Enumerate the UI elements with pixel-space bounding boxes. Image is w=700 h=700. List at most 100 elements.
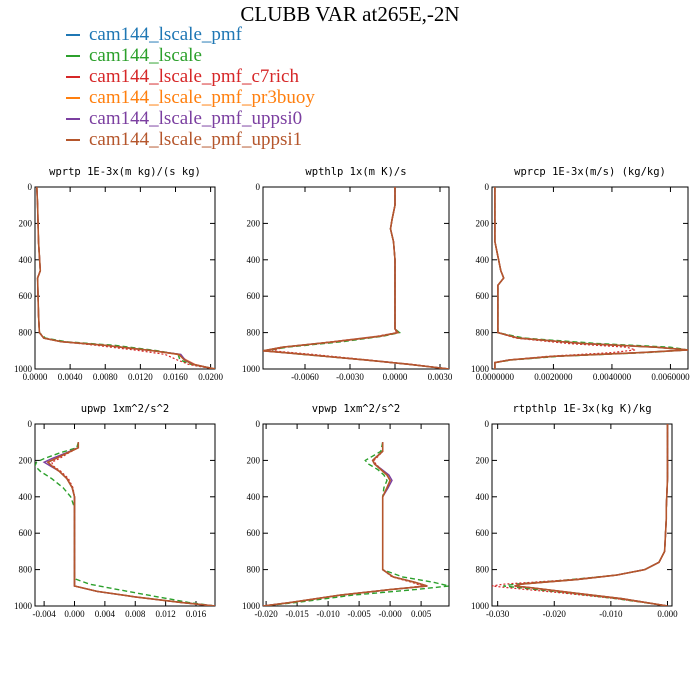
legend-swatch [66,117,80,120]
y-tick-label: 0 [256,419,261,429]
series-line-2 [265,187,449,369]
y-tick-label: 1000 [471,364,490,374]
series-line-3 [50,442,215,606]
x-tick-label: 0.0080 [93,372,118,382]
plot-frame [491,186,689,370]
y-tick-label: 1000 [14,364,33,374]
series-line-5 [263,187,449,369]
y-tick-label: 600 [247,291,261,301]
y-tick-label: 600 [247,528,261,538]
series-line-1 [494,187,688,369]
x-tick-label: -0.010 [316,609,340,619]
legend-label: cam144_lscale_pmf_c7rich [89,65,299,87]
y-tick-label: 200 [19,455,33,465]
y-tick-label: 1000 [471,601,490,611]
x-tick-label: -0.030 [486,609,510,619]
legend-item: cam144_lscale_pmf [66,24,315,45]
plot-frame [262,186,450,370]
y-tick-label: 0 [485,419,490,429]
y-tick-label: 0 [28,419,33,429]
y-tick-label: 400 [19,255,33,265]
legend-swatch [66,33,80,36]
series-line-6 [514,424,669,606]
legend-label: cam144_lscale_pmf_pr3buoy [89,86,315,108]
x-tick-label: 0.0000 [23,372,48,382]
panel-title: wpthlp 1x(m K)/s [305,166,406,178]
x-tick-label: 0.0060000 [651,372,690,382]
figure-title: CLUBB VAR at265E,-2N [240,2,460,26]
plot-frame [262,423,450,607]
y-tick-label: 200 [476,218,490,228]
series-line-3 [492,424,669,606]
chart-panel-5: vpwp 1xm^2/s^2 0 200 400 600 800 1000-0.020 -0.… [242,403,450,619]
legend-item: cam144_lscale_pmf_pr3buoy [66,87,315,108]
x-tick-label: 0.008 [125,609,146,619]
x-tick-label: -0.020 [543,609,567,619]
x-tick-label: -0.015 [285,609,309,619]
series-line-6 [263,442,428,606]
legend-label: cam144_lscale_pmf_uppsi1 [89,128,303,150]
y-tick-label: 800 [247,328,261,338]
y-tick-label: 0 [256,182,261,192]
panel-title: wprcp 1E-3x(m/s) (kg/kg) [514,166,666,178]
chart-panel-1: wprtp 1E-3x(m kg)/(s kg) 0 200 400 600 800 100… [14,166,223,382]
panel-title: rtpthlp 1E-3x(kg K)/kg [512,403,651,415]
x-tick-label: 0.000 [657,609,678,619]
y-tick-label: 800 [19,565,33,575]
legend-label: cam144_lscale_pmf_uppsi0 [89,107,303,129]
y-tick-label: 800 [247,565,261,575]
x-tick-label: 0.0120 [128,372,153,382]
y-tick-label: 200 [476,455,490,465]
x-tick-label: -0.000 [378,609,402,619]
x-tick-label: 0.000 [64,609,85,619]
x-tick-label: 0.0160 [163,372,188,382]
series-line-2 [35,442,215,606]
y-tick-label: 400 [247,255,261,265]
legend-item: cam144_lscale [66,45,315,66]
x-tick-label: 0.0020000 [534,372,573,382]
legend-swatch [66,54,80,57]
plot-frame [491,423,673,607]
x-tick-label: -0.020 [254,609,278,619]
y-tick-label: 400 [476,255,490,265]
series-line-6 [263,187,449,369]
legend-swatch [66,138,80,141]
panel-title: vpwp 1xm^2/s^2 [312,403,401,415]
legend: cam144_lscale_pmf cam144_lscale cam144_lsc… [66,24,315,150]
series-line-4 [46,442,215,606]
legend-item: cam144_lscale_pmf_c7rich [66,66,315,87]
chart-panel-4: upwp 1xm^2/s^2 0 200 400 600 800 1000-0.004 0.0… [14,403,216,619]
x-tick-label: 0.016 [186,609,207,619]
series-line-6 [494,187,688,369]
y-tick-label: 600 [19,528,33,538]
y-tick-label: 600 [476,291,490,301]
x-tick-label: -0.0030 [336,372,364,382]
x-tick-label: 0.004 [95,609,116,619]
series-line-5 [494,187,688,369]
y-tick-label: 600 [476,528,490,538]
panel-title: upwp 1xm^2/s^2 [81,403,170,415]
series-line-5 [263,442,428,606]
x-tick-label: 0.0200 [198,372,223,382]
chart-panel-2: wpthlp 1x(m K)/s 0 200 400 600 800 1000 -0.0060… [242,166,453,382]
y-tick-label: 200 [247,455,261,465]
series-line-2 [494,187,688,369]
x-tick-label: -0.0060 [291,372,319,382]
series-line-6 [36,187,215,369]
x-tick-label: 0.0040 [58,372,83,382]
legend-swatch [66,75,80,78]
legend-swatch [66,96,80,99]
y-tick-label: 1000 [242,601,261,611]
series-line-6 [46,442,215,606]
y-tick-label: 1000 [242,364,261,374]
legend-label: cam144_lscale [89,44,202,66]
series-line-5 [42,442,215,606]
y-tick-label: 400 [19,492,33,502]
x-tick-label: 0.012 [156,609,176,619]
y-tick-label: 0 [28,182,33,192]
series-line-4 [263,187,449,369]
legend-item: cam144_lscale_pmf_uppsi1 [66,129,315,150]
chart-panel-3: wprcp 1E-3x(m/s) (kg/kg) 0 200 400 600 800 100… [471,166,690,382]
chart-panel-6: rtpthlp 1E-3x(kg K)/kg02004006008001000-… [471,403,678,619]
